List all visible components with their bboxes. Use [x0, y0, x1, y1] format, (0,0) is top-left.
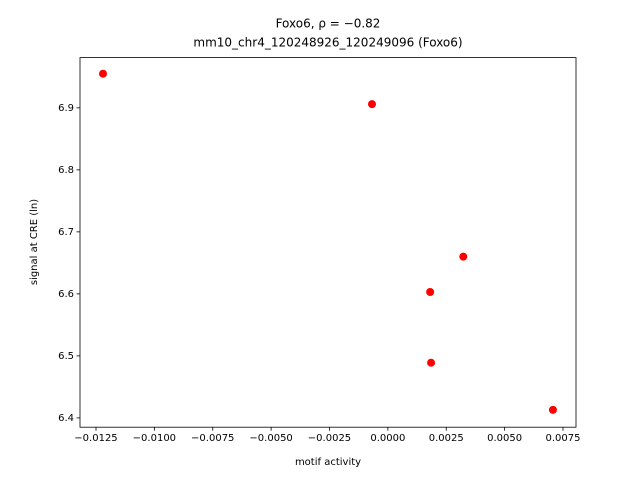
y-tick-label: 6.7	[58, 227, 74, 238]
point	[426, 288, 435, 297]
y-tick-label: 6.9	[58, 103, 74, 114]
point	[427, 358, 436, 367]
point	[367, 100, 376, 109]
point	[548, 405, 557, 414]
x-tick-label: −0.0125	[74, 433, 117, 444]
x-axis-label: motif activity	[295, 457, 361, 468]
chart-subtitle: mm10_chr4_120248926_120249096 (Foxo6)	[193, 36, 462, 50]
plot-frame	[79, 57, 577, 428]
x-tick-label: 0.0050	[487, 433, 522, 444]
point	[98, 69, 107, 78]
y-tick-label: 6.6	[58, 289, 74, 300]
y-axis-label: signal at CRE (ln)	[29, 199, 40, 285]
x-tick-label: −0.0050	[249, 433, 292, 444]
x-tick-label: −0.0075	[191, 433, 234, 444]
x-tick-label: 0.0075	[545, 433, 580, 444]
y-tick-label: 6.4	[58, 413, 74, 424]
x-tick-label: 0.0000	[370, 433, 405, 444]
point	[459, 252, 468, 261]
y-tick-label: 6.8	[58, 165, 74, 176]
y-tick-label: 6.5	[58, 351, 74, 362]
x-tick-label: 0.0025	[429, 433, 464, 444]
chart-title: Foxo6, ρ = −0.82	[276, 17, 381, 31]
x-tick-label: −0.0025	[308, 433, 351, 444]
x-tick-label: −0.0100	[133, 433, 176, 444]
